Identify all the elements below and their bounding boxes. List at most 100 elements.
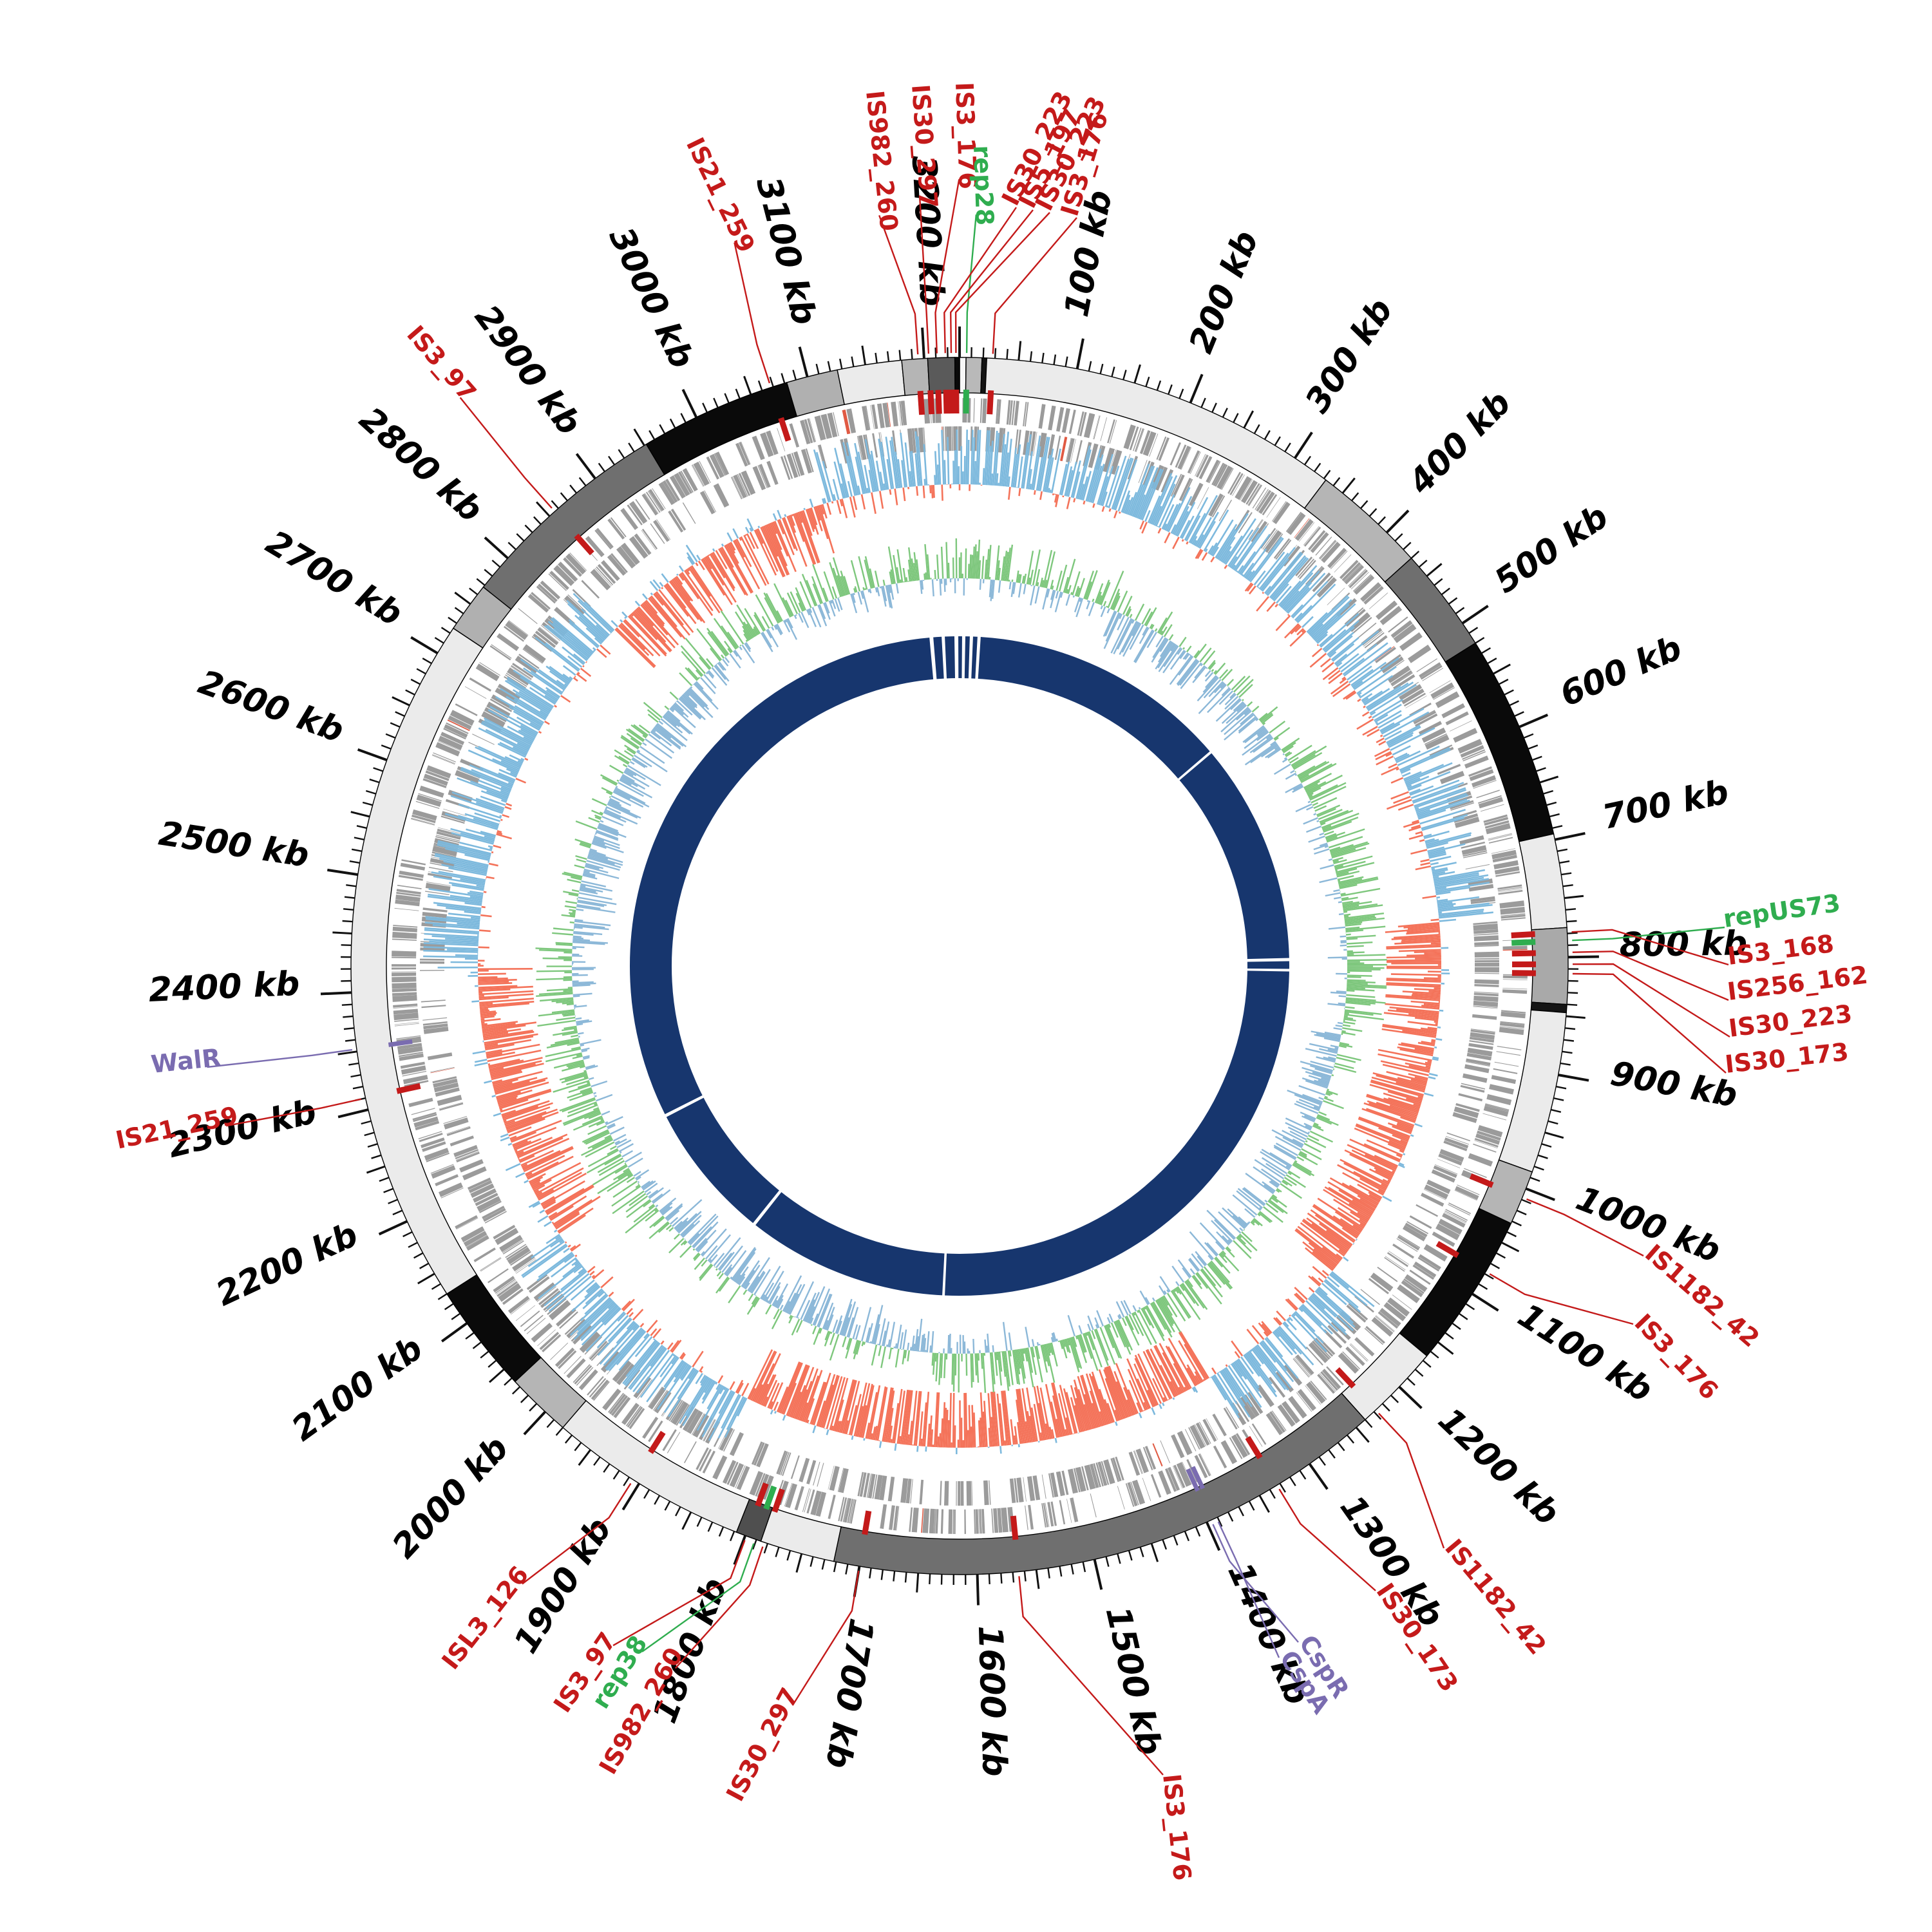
gene-bar [634,533,652,555]
gene-bar [1360,582,1382,602]
gene-bar [1152,1443,1163,1467]
gene-bar [401,1065,426,1075]
gene-bar [1070,1497,1079,1522]
gene-bar [741,441,751,465]
axis-tick-label: 200 kb [1182,225,1266,358]
gene-bar [807,418,815,442]
gene-bar [1448,1204,1470,1216]
gene-bar [1189,482,1204,507]
axis-tick-label: 1600 kb [971,1625,1014,1777]
gene-bar [1501,917,1526,921]
gene-bar [813,1461,820,1486]
gene-bar [714,453,726,476]
gene-bar [536,1286,556,1302]
gene-bar [1110,1458,1119,1482]
gene-bar [997,399,1001,424]
gene-bar [1482,1113,1507,1121]
annotation-leader [943,207,1017,354]
gene-bar [437,828,462,837]
gene-bar [911,428,916,453]
gene-bar [1033,431,1037,457]
gene-bar [1435,691,1460,708]
gene-bar [1176,1462,1192,1487]
gene-bar [1172,1466,1183,1489]
gene-bar [1070,439,1076,463]
gene-bar [1009,400,1013,425]
axis-tick-label: 3200 kb [904,155,951,308]
annotation-leader [1378,1412,1445,1549]
gene-bar [974,1509,976,1534]
gene-bar [1383,1302,1406,1321]
gene-bar [539,1332,560,1350]
gene-bar [446,722,469,734]
gene-bar [1264,530,1282,553]
gene-bar [594,529,612,550]
gene-bar [1156,436,1167,460]
gene-bar [653,520,670,542]
gene-bar [1444,1137,1469,1149]
axis-tick-label: 900 kb [1607,1054,1740,1115]
gene-bar [1501,1010,1526,1014]
coverage-gap [968,632,974,683]
gene-bar [1473,992,1499,997]
coverage-gap [1243,968,1293,972]
gene-bar [1217,465,1233,490]
gene-bar [448,715,472,730]
gene-bar [475,663,500,681]
gene-bar [656,519,671,540]
annotation-leader [791,1570,860,1706]
gene-bar [1115,1456,1124,1481]
annotation-leader [1526,1198,1644,1257]
gene-bar [411,1108,435,1115]
gene-bar [1088,443,1099,468]
gene-bar [1262,529,1278,550]
gene-bar [516,1259,536,1274]
gene-bar [1195,1422,1210,1446]
gene-bar [1073,1468,1081,1493]
gene-bar [1437,1159,1461,1168]
gene-bar [394,1023,419,1027]
gene-bar [415,1121,440,1131]
gene-bar [759,464,771,488]
gene-bar [508,620,529,636]
gene-bar [1241,480,1258,504]
gene-bar [394,1021,419,1025]
gene-bar [1014,429,1019,454]
gene-bar [526,1318,546,1334]
gene-bar [569,553,587,571]
gene-bar [520,1311,540,1327]
gene-bar [1397,681,1419,696]
gene-bar [502,1288,524,1305]
gene-bar [867,1473,876,1499]
gene-bar [608,1392,624,1413]
gene-bar [1405,1222,1428,1238]
gene-bar [879,1475,887,1501]
gene-bar [1499,1026,1524,1030]
gene-bar [1043,1502,1048,1528]
gene-bar [838,1497,845,1521]
gene-bar [576,1367,594,1386]
gene-bar [1462,749,1486,760]
gene-bar [506,672,527,687]
gene-bar [776,1450,787,1475]
gene-bar [810,1490,822,1516]
gene-bar [1306,567,1325,587]
gene-bar [1001,1507,1009,1533]
gene-bar [429,867,453,873]
gene-bar [537,627,559,645]
gene-bar [565,553,586,575]
gene-bar [512,663,534,678]
gene-bar [581,580,600,599]
gene-bar [1189,1425,1206,1449]
gene-bar [481,711,506,728]
gene-bar [621,1403,639,1425]
gene-bar [1218,499,1232,522]
gene-bar [715,451,730,476]
gene-bar [578,1369,598,1390]
gene-bar [827,412,838,438]
axis-tick-label: 700 kb [1599,773,1732,837]
gene-bar [1363,630,1383,647]
gene-bar [880,1504,887,1530]
gene-bar [467,1177,491,1190]
gene-bar [782,1452,791,1476]
